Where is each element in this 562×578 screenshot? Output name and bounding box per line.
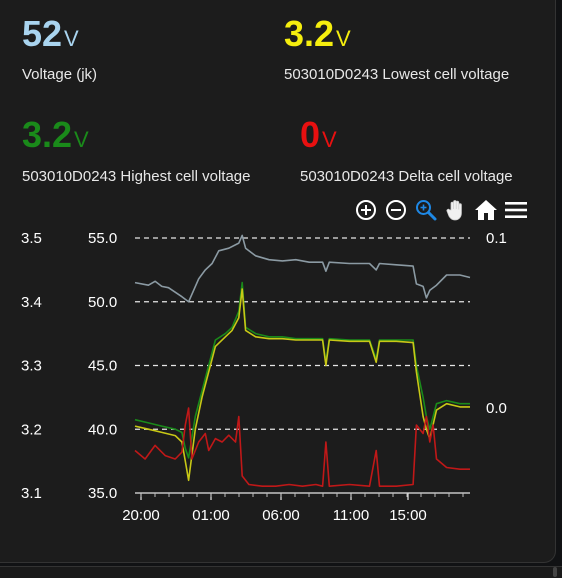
chart-grid (135, 237, 470, 494)
y-tick-voltage: 40.0 (88, 421, 117, 438)
scroll-indicator[interactable] (553, 567, 557, 577)
bottom-bar (0, 566, 562, 578)
chart-toolbar (354, 196, 528, 224)
y-tick-cell: 3.3 (21, 358, 42, 375)
x-tick-label: 01:00 (192, 507, 230, 524)
stat-voltage-unit: V (64, 26, 79, 51)
y-tick-voltage: 55.0 (88, 230, 117, 247)
x-tick-label: 15:00 (389, 507, 427, 524)
stat-lowest-cell-value-row: 3.2V (284, 14, 351, 54)
stat-voltage-value: 52 (22, 13, 63, 54)
stat-highest-cell-value-row: 3.2V (22, 115, 89, 155)
zoom-in-icon[interactable] (354, 198, 378, 222)
stat-delta-cell-label: 503010D0243 Delta cell voltage (300, 168, 513, 185)
y-tick-cell: 3.4 (21, 294, 42, 311)
stat-highest-cell-label: 503010D0243 Highest cell voltage (22, 168, 251, 185)
selection-zoom-icon[interactable] (414, 198, 438, 222)
stat-delta-cell[interactable]: 0V 503010D0243 Delta cell voltage (300, 115, 513, 186)
x-tick-label: 20:00 (122, 507, 160, 524)
stat-lowest-cell-value: 3.2 (284, 13, 335, 54)
chart-series-group (134, 234, 471, 487)
voltage-chart[interactable]: 55.0 50.0 45.0 40.0 35.0 3.5 3.4 3.3 3.2 3.1 0.1 0.… (0, 218, 555, 538)
x-tick-label: 11:00 (333, 507, 369, 524)
reset-home-icon[interactable] (474, 198, 498, 222)
y-tick-voltage: 35.0 (88, 485, 117, 502)
y-tick-voltage: 50.0 (88, 294, 117, 311)
zoom-out-icon[interactable] (384, 198, 408, 222)
pan-hand-icon[interactable] (444, 198, 468, 222)
delta-cell-series-line (134, 407, 470, 487)
stat-voltage-value-row: 52V (22, 14, 79, 54)
dashboard-card: 52V Voltage (jk) 3.2V 503010D0243 Lowest… (0, 0, 556, 563)
lowest-cell-series-line (134, 288, 470, 482)
y-tick-voltage: 45.0 (88, 358, 117, 375)
stat-lowest-cell[interactable]: 3.2V 503010D0243 Lowest cell voltage (284, 14, 509, 84)
stat-lowest-cell-label: 503010D0243 Lowest cell voltage (284, 66, 510, 83)
stat-delta-cell-value-row: 0V (300, 115, 337, 155)
stat-delta-cell-value: 0 (300, 114, 321, 155)
stat-delta-cell-unit: V (322, 127, 337, 152)
y-tick-delta: 0.1 (486, 230, 507, 247)
stat-highest-cell-unit: V (74, 127, 89, 152)
stat-highest-cell-value: 3.2 (22, 114, 73, 155)
stat-highest-cell[interactable]: 3.2V 503010D0243 Highest cell voltage (22, 115, 251, 186)
stat-lowest-cell-unit: V (336, 26, 351, 51)
chart-axes: 55.0 50.0 45.0 40.0 35.0 3.5 3.4 3.3 3.2 3.1 0.1 0.… (21, 230, 507, 524)
y-tick-delta: 0.0 (486, 400, 507, 417)
x-tick-label: 06:00 (262, 507, 300, 524)
menu-icon[interactable] (504, 198, 528, 222)
stat-voltage[interactable]: 52V Voltage (jk) (22, 14, 97, 84)
y-tick-cell: 3.5 (21, 230, 42, 247)
voltage-series-line (134, 234, 471, 303)
y-tick-cell: 3.2 (21, 421, 42, 438)
stat-voltage-label: Voltage (jk) (22, 66, 98, 83)
y-tick-cell: 3.1 (21, 485, 42, 502)
highest-cell-series-line (134, 281, 470, 459)
